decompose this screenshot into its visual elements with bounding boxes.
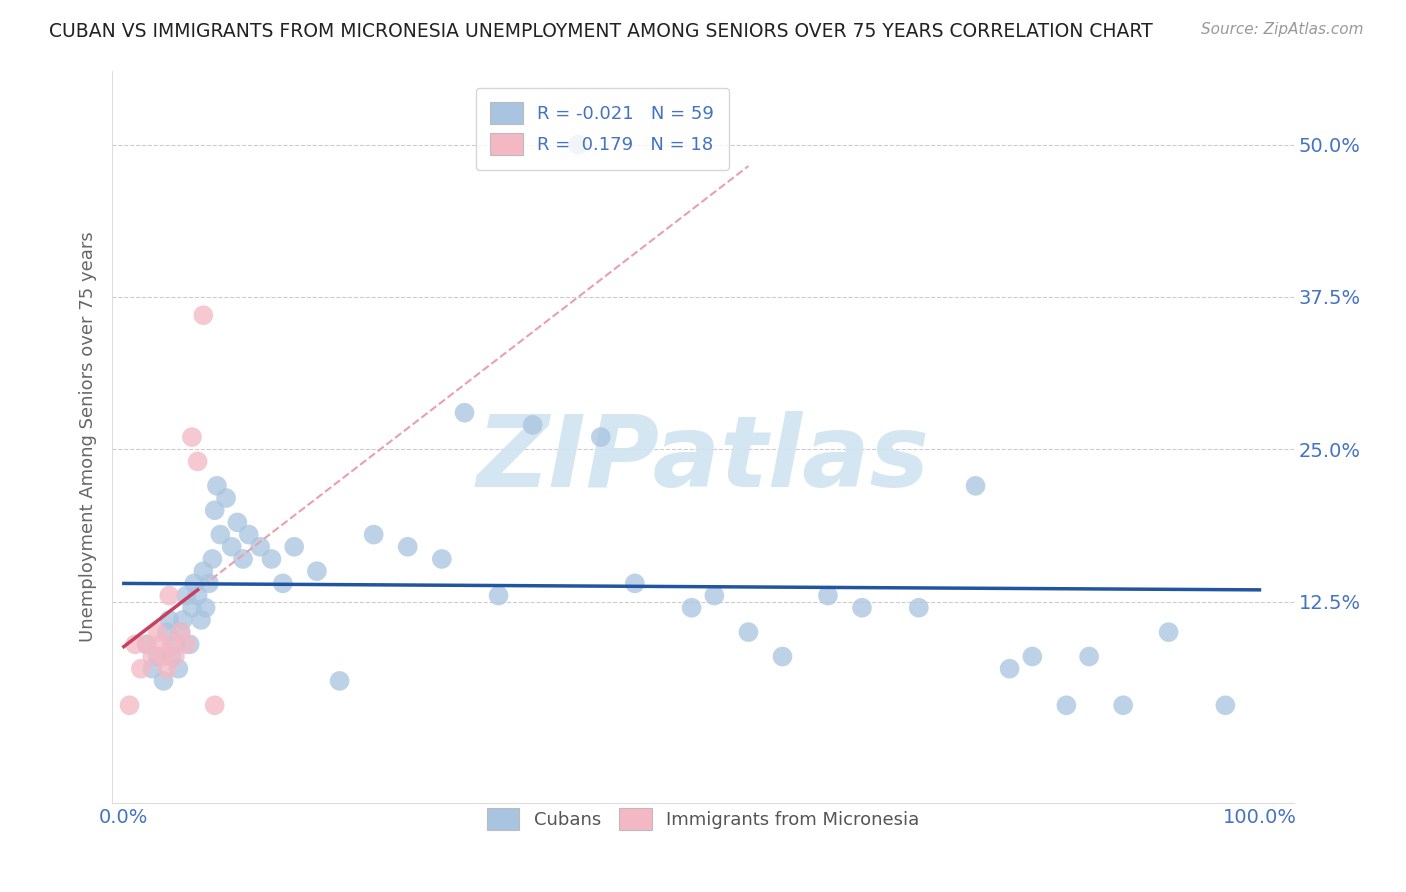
Point <box>249 540 271 554</box>
Point <box>681 600 703 615</box>
Point <box>156 662 179 676</box>
Point <box>204 698 226 713</box>
Point <box>179 637 201 651</box>
Point <box>169 625 191 640</box>
Point <box>363 527 385 541</box>
Point <box>190 613 212 627</box>
Point <box>965 479 987 493</box>
Legend: Cubans, Immigrants from Micronesia: Cubans, Immigrants from Micronesia <box>479 801 927 838</box>
Point <box>205 479 228 493</box>
Point <box>167 662 190 676</box>
Point <box>232 552 254 566</box>
Text: CUBAN VS IMMIGRANTS FROM MICRONESIA UNEMPLOYMENT AMONG SENIORS OVER 75 YEARS COR: CUBAN VS IMMIGRANTS FROM MICRONESIA UNEM… <box>49 22 1153 41</box>
Point <box>430 552 453 566</box>
Point <box>567 137 589 152</box>
Point <box>181 430 204 444</box>
Point <box>1078 649 1101 664</box>
Point <box>160 637 183 651</box>
Point <box>589 430 612 444</box>
Point <box>817 589 839 603</box>
Point <box>118 698 141 713</box>
Point <box>135 637 157 651</box>
Point <box>772 649 794 664</box>
Point <box>624 576 647 591</box>
Point <box>283 540 305 554</box>
Point <box>163 637 186 651</box>
Point <box>152 673 174 688</box>
Point <box>157 589 180 603</box>
Point <box>174 637 197 651</box>
Point <box>1215 698 1237 713</box>
Point <box>1054 698 1077 713</box>
Text: Source: ZipAtlas.com: Source: ZipAtlas.com <box>1201 22 1364 37</box>
Point <box>183 576 205 591</box>
Point <box>169 625 191 640</box>
Point <box>201 552 224 566</box>
Point <box>198 576 221 591</box>
Point <box>157 613 180 627</box>
Point <box>396 540 419 554</box>
Point <box>141 662 163 676</box>
Point <box>160 649 183 664</box>
Point <box>488 589 510 603</box>
Point <box>271 576 294 591</box>
Point <box>194 600 217 615</box>
Point <box>156 625 179 640</box>
Point <box>146 625 169 640</box>
Point <box>187 589 209 603</box>
Point <box>260 552 283 566</box>
Point <box>329 673 352 688</box>
Point <box>522 417 544 432</box>
Point <box>174 589 197 603</box>
Point <box>163 649 186 664</box>
Point <box>204 503 226 517</box>
Point <box>1021 649 1043 664</box>
Point <box>998 662 1021 676</box>
Point <box>149 637 172 651</box>
Point <box>703 589 725 603</box>
Point <box>141 649 163 664</box>
Point <box>124 637 146 651</box>
Point <box>737 625 759 640</box>
Text: ZIPatlas: ZIPatlas <box>477 410 929 508</box>
Point <box>851 600 873 615</box>
Point <box>129 662 152 676</box>
Point <box>1157 625 1180 640</box>
Point <box>907 600 929 615</box>
Point <box>221 540 243 554</box>
Point <box>146 649 169 664</box>
Point <box>193 308 215 322</box>
Point <box>238 527 260 541</box>
Point <box>305 564 328 578</box>
Point <box>209 527 232 541</box>
Point <box>1112 698 1135 713</box>
Point <box>453 406 475 420</box>
Point <box>226 516 249 530</box>
Point <box>193 564 215 578</box>
Point <box>172 613 194 627</box>
Point <box>215 491 238 505</box>
Point <box>181 600 204 615</box>
Point <box>187 454 209 468</box>
Point <box>135 637 157 651</box>
Point <box>152 649 174 664</box>
Y-axis label: Unemployment Among Seniors over 75 years: Unemployment Among Seniors over 75 years <box>79 232 97 642</box>
